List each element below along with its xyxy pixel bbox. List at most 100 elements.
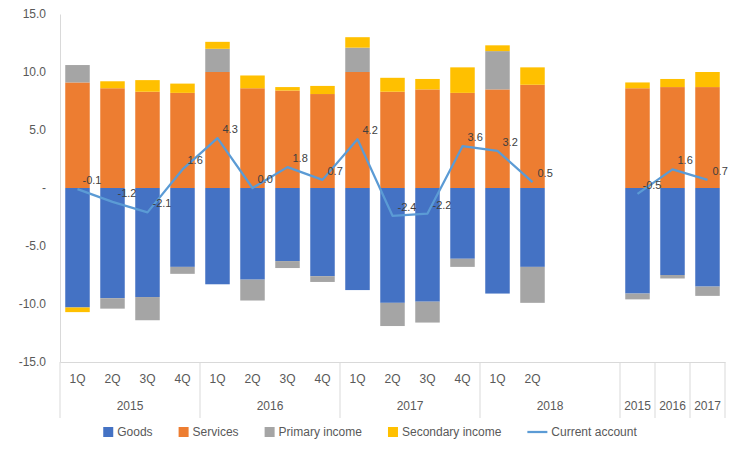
bar [660, 275, 685, 278]
bar [520, 67, 545, 84]
legend-swatch [103, 427, 113, 437]
bar [380, 303, 405, 326]
x-group-separator [620, 362, 621, 418]
x-group-label: 2016 [659, 399, 686, 413]
bar [135, 297, 160, 320]
x-group-label: 2018 [537, 399, 564, 413]
bar [65, 82, 90, 188]
data-label: -2.2 [433, 199, 452, 211]
data-label: 4.3 [223, 123, 238, 135]
y-tick-label: 10.0 [23, 65, 47, 79]
legend-swatch [265, 427, 275, 437]
data-label: 3.2 [503, 136, 518, 148]
legend-item: Services [179, 425, 239, 439]
bar [275, 87, 300, 90]
bar-series [65, 188, 720, 307]
x-tick: 1Q [349, 362, 365, 386]
data-label: 1.6 [678, 154, 693, 166]
x-tick-label: 1Q [69, 372, 85, 386]
legend-label: Current account [551, 425, 637, 439]
bar [240, 280, 265, 301]
y-tick: 15.0 [23, 7, 60, 21]
x-tick: 1Q [489, 362, 505, 386]
bar [275, 261, 300, 268]
y-axis-line [60, 15, 61, 363]
line [78, 138, 708, 216]
x-tick: 4Q [314, 362, 330, 386]
x-tick: 4Q [454, 362, 470, 386]
plot-area [65, 37, 720, 326]
data-label: 0.7 [713, 165, 728, 177]
x-group-separator [480, 362, 481, 418]
legend-item: Goods [103, 425, 152, 439]
bar [135, 92, 160, 188]
legend-swatch [179, 427, 189, 437]
bar [100, 81, 125, 88]
x-tick-label: 2Q [104, 372, 120, 386]
data-label: -0.1 [83, 174, 102, 186]
bar [310, 276, 335, 282]
x-group-separator [60, 362, 61, 418]
x-tick-label: 2Q [384, 372, 400, 386]
x-group-label: 2015 [624, 399, 651, 413]
bar [625, 294, 650, 300]
bar [415, 302, 440, 323]
x-tick-label: 4Q [454, 372, 470, 386]
bar [520, 188, 545, 267]
x-tick-label: 2Q [524, 372, 540, 386]
x-tick: 3Q [419, 362, 435, 386]
legend-swatch [527, 431, 547, 433]
y-tick-label: 15.0 [23, 7, 47, 21]
bar [380, 78, 405, 92]
x-tick-label: 3Q [419, 372, 435, 386]
chart: -15.0-10.0-5.0-5.010.015.01Q2Q3Q4Q1Q2Q3Q… [0, 0, 740, 452]
bar [520, 267, 545, 303]
data-label: 0.5 [538, 167, 553, 179]
x-tick-label: 3Q [279, 372, 295, 386]
bar [485, 51, 510, 89]
y-tick-label: -5.0 [25, 239, 46, 253]
y-tick-label: -15.0 [19, 355, 47, 369]
bar-series [65, 37, 720, 312]
x-tick: 2Q [524, 362, 540, 386]
bar [205, 42, 230, 49]
x-group-label: 2017 [397, 399, 424, 413]
bar [170, 267, 195, 274]
x-tick: 3Q [139, 362, 155, 386]
x-tick-label: 1Q [489, 372, 505, 386]
legend-label: Primary income [279, 425, 363, 439]
y-tick: 5.0 [29, 123, 60, 137]
bar [205, 188, 230, 284]
data-label: -0.5 [643, 179, 662, 191]
bar [170, 84, 195, 93]
data-label: 4.2 [363, 124, 378, 136]
x-tick: 1Q [69, 362, 85, 386]
bar [450, 67, 475, 93]
data-label: 3.6 [468, 131, 483, 143]
bar [310, 86, 335, 94]
bar [345, 48, 370, 72]
bar [380, 92, 405, 188]
legend-item: Current account [527, 425, 637, 439]
bar [65, 188, 90, 307]
y-tick: -15.0 [19, 355, 60, 369]
bar [100, 88, 125, 188]
bar [275, 188, 300, 261]
bar [310, 188, 335, 276]
x-tick: 3Q [279, 362, 295, 386]
y-tick-label: - [42, 181, 46, 195]
bar [450, 188, 475, 259]
data-label: 1.8 [293, 152, 308, 164]
bar [170, 188, 195, 267]
y-tick: - [42, 181, 60, 195]
x-group-separator [690, 362, 691, 418]
y-axis: -15.0-10.0-5.0-5.010.015.0 [19, 7, 61, 369]
bar [240, 75, 265, 88]
bar [695, 287, 720, 296]
x-axis: 1Q2Q3Q4Q1Q2Q3Q4Q1Q2Q3Q4Q1Q2Q [61, 362, 726, 386]
legend: GoodsServicesPrimary incomeSecondary inc… [103, 425, 637, 439]
legend-swatch [388, 427, 398, 437]
x-tick: 4Q [174, 362, 190, 386]
x-tick-label: 2Q [244, 372, 260, 386]
legend-item: Primary income [265, 425, 363, 439]
